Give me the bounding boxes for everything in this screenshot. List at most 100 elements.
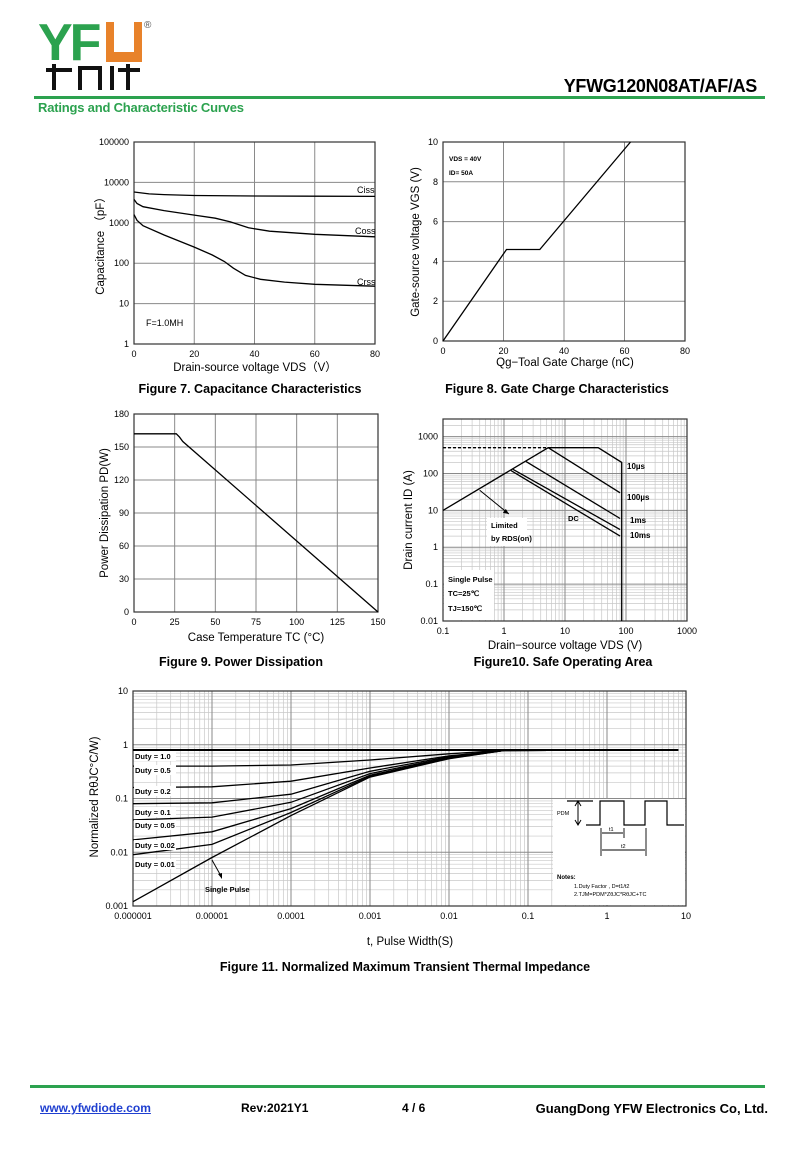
x-axis-title: Drain−source voltage VDS (V): [488, 640, 643, 652]
x-tick-label: 150: [370, 617, 385, 627]
plot-frame: [442, 418, 688, 622]
x-tick-label: 0.001: [359, 911, 382, 921]
x-axis-title: t, Pulse Width(S): [367, 936, 453, 948]
x-tick-label: 0.01: [440, 911, 458, 921]
x-tick-label: 20: [498, 346, 508, 356]
x-tick-label: 0: [131, 617, 136, 627]
series-label: Duty = 0.1: [135, 808, 171, 817]
figure-caption: Figure 8. Gate Charge Characteristics: [445, 382, 669, 396]
series-line: [133, 191, 376, 198]
x-tick-label: 0.1: [437, 626, 450, 636]
t1-label: t1: [609, 827, 614, 833]
y-tick-label: 10: [428, 505, 438, 515]
plot-frame: [133, 413, 379, 613]
y-tick-label: 10000: [104, 177, 129, 187]
plot-frame: [132, 690, 687, 907]
y-tick-label: 0.01: [420, 616, 438, 626]
y-tick-label: 8: [433, 177, 438, 187]
y-axis-title: Drain current ID (A): [403, 470, 415, 570]
note: 2.TJM=PDM*ZθJC*RθJC+TC: [574, 892, 646, 898]
website-link[interactable]: www.yfwdiode.com: [40, 1101, 151, 1115]
series-line: [132, 749, 679, 903]
series-line: [133, 214, 376, 287]
y-tick-label: 100: [114, 258, 129, 268]
annotation: by RDS(on): [491, 534, 532, 543]
figure-caption: Figure 9. Power Dissipation: [159, 655, 323, 669]
label-background: [487, 518, 527, 546]
t2-label: t2: [621, 844, 626, 850]
section-title: Ratings and Characteristic Curves: [38, 100, 244, 115]
series-label: Ciss: [357, 185, 375, 195]
part-number: YFWG120N08AT/AF/AS: [563, 76, 758, 96]
x-tick-label: 60: [619, 346, 629, 356]
arrow-line: [479, 489, 510, 515]
y-tick-label: 6: [433, 217, 438, 227]
x-tick-label: 20: [189, 349, 199, 359]
arrow-line: [211, 859, 222, 877]
y-tick-label: 10: [119, 299, 129, 309]
series-label: Single Pulse: [205, 885, 250, 894]
time-arrows-icon: [600, 828, 647, 856]
pdm-label: PDM: [557, 811, 570, 817]
series-line: [133, 199, 376, 238]
series-line: [442, 447, 623, 621]
series-label: Crss: [357, 277, 376, 287]
y-tick-label: 0.01: [110, 847, 128, 857]
label-background: [134, 820, 176, 830]
series-line: [525, 461, 621, 520]
x-tick-label: 40: [559, 346, 569, 356]
series-label: 100µs: [627, 493, 650, 502]
annotation: F=1.0MH: [146, 318, 183, 328]
label-background: [134, 807, 176, 817]
x-axis-title: Drain-source voltage VDS（V）: [173, 361, 337, 374]
y-tick-label: 1: [124, 339, 129, 349]
pulse-inset: [553, 799, 685, 905]
series-label: Duty = 0.2: [135, 787, 171, 796]
series-label: Duty = 1.0: [135, 752, 171, 761]
figure-caption: Figure 11. Normalized Maximum Transient …: [220, 960, 590, 974]
annotation: VDS = 40V: [449, 156, 482, 163]
y-tick-label: 1000: [109, 218, 129, 228]
x-tick-label: 25: [170, 617, 180, 627]
company-logo: YF ®: [38, 14, 152, 90]
y-tick-label: 10: [428, 137, 438, 147]
series-line: [547, 447, 621, 494]
y-tick-label: 30: [119, 574, 129, 584]
x-tick-label: 0.000001: [114, 911, 152, 921]
x-tick-label: 40: [249, 349, 259, 359]
x-tick-label: 50: [210, 617, 220, 627]
plot-frame: [442, 141, 686, 342]
x-tick-label: 0: [440, 346, 445, 356]
x-tick-label: 60: [310, 349, 320, 359]
x-tick-label: 0.0001: [277, 911, 305, 921]
x-tick-label: 0.00001: [196, 911, 229, 921]
x-tick-label: 80: [370, 349, 380, 359]
y-tick-label: 0: [124, 607, 129, 617]
x-tick-label: 1000: [677, 626, 697, 636]
series-label: 1ms: [630, 516, 647, 525]
series-label: 10ms: [630, 531, 651, 540]
arrow-head-icon: [502, 508, 509, 514]
y-tick-label: 1000: [418, 432, 438, 442]
label-background: [444, 570, 494, 620]
annotation: ID= 50A: [449, 170, 473, 177]
series-label: Duty = 0.05: [135, 821, 175, 830]
note: 1.Duty Factor , D=t1/t2: [574, 884, 629, 890]
series-line: [133, 749, 679, 767]
notes-title: Notes:: [557, 875, 576, 881]
y-tick-label: 100000: [99, 137, 129, 147]
y-tick-label: 2: [433, 296, 438, 306]
series-label: Duty = 0.02: [135, 841, 175, 850]
series-label: Coss: [355, 226, 376, 236]
y-tick-label: 0.1: [425, 579, 438, 589]
annotation: Limited: [491, 521, 518, 530]
svg-text:®: ®: [144, 20, 152, 31]
y-axis-title: Gate-source voltage VGS (V): [410, 167, 422, 317]
revision: Rev:2021Y1: [241, 1101, 309, 1115]
y-tick-label: 120: [114, 475, 129, 485]
y-tick-label: 1: [433, 542, 438, 552]
annotation: TJ=150℃: [448, 604, 483, 613]
annotation: TC=25℃: [448, 589, 480, 598]
y-tick-label: 0.001: [105, 901, 128, 911]
